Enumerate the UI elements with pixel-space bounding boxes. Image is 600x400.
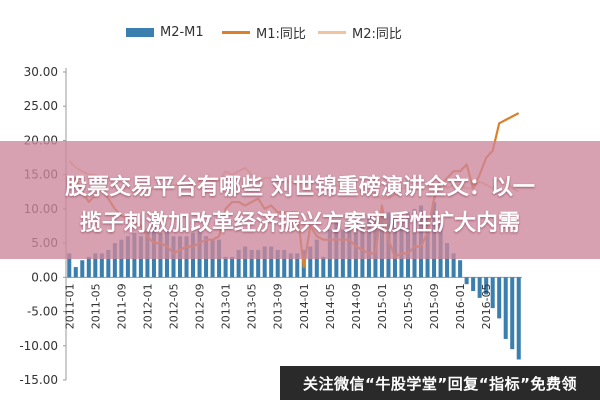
bar-m2-m1 (249, 249, 254, 278)
x-tick-label: 2016-05 (480, 283, 493, 329)
legend-label-m2-yoy: M2:同比 (352, 26, 402, 42)
bar-m2-m1 (295, 253, 300, 278)
x-tick-label: 2014-01 (298, 283, 311, 329)
x-tick-label: 2013-01 (220, 283, 233, 329)
x-tick-label: 2011-01 (63, 283, 76, 329)
y-tick-label: -15.00 (19, 373, 58, 387)
bar-m2-m1 (497, 277, 502, 319)
legend-swatch-m1-yoy (222, 30, 250, 34)
watermark-text: 关注微信“牛股学堂”回复“指标”免费领 (303, 374, 577, 393)
bar-m2-m1 (458, 260, 463, 278)
legend-swatch-m2-yoy (318, 30, 346, 34)
x-tick-label: 2015-01 (376, 283, 389, 329)
bar-m2-m1 (262, 246, 267, 278)
bar-m2-m1 (243, 246, 248, 278)
bar-m2-m1 (86, 256, 91, 278)
x-tick-label: 2014-09 (350, 283, 363, 329)
y-tick-label: -10.00 (19, 339, 58, 353)
x-tick-label: 2012-05 (167, 283, 180, 329)
legend-label-m1-yoy: M1:同比 (256, 26, 306, 42)
bar-m2-m1 (275, 249, 280, 278)
bar-m2-m1 (236, 249, 241, 278)
bar-m2-m1 (464, 277, 469, 285)
bar-m2-m1 (288, 253, 293, 278)
bar-m2-m1 (477, 277, 482, 298)
legend-item-m2-yoy: M2:同比 (318, 22, 402, 42)
bar-m2-m1 (445, 243, 450, 278)
bar-m2-m1 (99, 253, 104, 278)
bar-m2-m1 (503, 277, 508, 339)
x-tick-label: 2014-05 (324, 283, 337, 329)
x-tick-label: 2011-09 (115, 283, 128, 329)
bar-m2-m1 (516, 277, 521, 360)
legend-item-m1-yoy: M1:同比 (222, 22, 306, 42)
y-tick-label: 30.00 (24, 65, 58, 79)
bar-m2-m1 (112, 243, 117, 278)
bar-m2-m1 (282, 249, 287, 278)
legend-label-m2-m1: M2-M1 (160, 24, 204, 40)
x-tick-label: 2015-09 (428, 283, 441, 329)
bar-m2-m1 (484, 277, 489, 295)
y-tick-label: 25.00 (24, 99, 58, 113)
bar-m2-m1 (308, 246, 313, 278)
bar-m2-m1 (106, 249, 111, 278)
bar-m2-m1 (73, 267, 78, 278)
bar-m2-m1 (471, 277, 476, 292)
bar-m2-m1 (451, 253, 456, 278)
bar-m2-m1 (269, 246, 274, 278)
bar-m2-m1 (230, 256, 235, 278)
banner-title-line-2: 揽子刺激加改革经济振兴方案实质性扩大内需 (79, 211, 520, 236)
bar-m2-m1 (490, 277, 495, 309)
y-tick-label: -5.00 (27, 305, 58, 319)
legend-swatch-m2-m1 (126, 27, 154, 37)
legend: M2-M1 M1:同比 M2:同比 (0, 22, 600, 42)
legend-item-m2-m1: M2-M1 (126, 22, 204, 42)
overlay-banner: 股票交易平台有哪些 刘世锦重磅演讲全文：以一 揽子刺激加改革经济振兴方案实质性扩… (0, 141, 600, 259)
x-tick-label: 2012-09 (194, 283, 207, 329)
watermark-bar: 关注微信“牛股学堂”回复“指标”免费领 (280, 366, 600, 400)
bar-m2-m1 (67, 253, 72, 278)
bar-m2-m1 (321, 256, 326, 278)
y-tick-label: 0.00 (31, 270, 58, 284)
x-tick-label: 2015-05 (402, 283, 415, 329)
bar-m2-m1 (256, 249, 261, 278)
bar-m2-m1 (510, 277, 515, 350)
x-tick-label: 2013-09 (272, 283, 285, 329)
banner-title-line-1: 股票交易平台有哪些 刘世锦重磅演讲全文：以一 (65, 175, 535, 200)
x-tick-label: 2016-01 (454, 283, 467, 329)
bar-m2-m1 (80, 260, 85, 278)
x-tick-label: 2012-01 (141, 283, 154, 329)
x-tick-label: 2013-05 (246, 283, 259, 329)
x-tick-label: 2011-05 (89, 283, 102, 329)
bar-m2-m1 (93, 253, 98, 278)
bar-m2-m1 (223, 256, 228, 278)
